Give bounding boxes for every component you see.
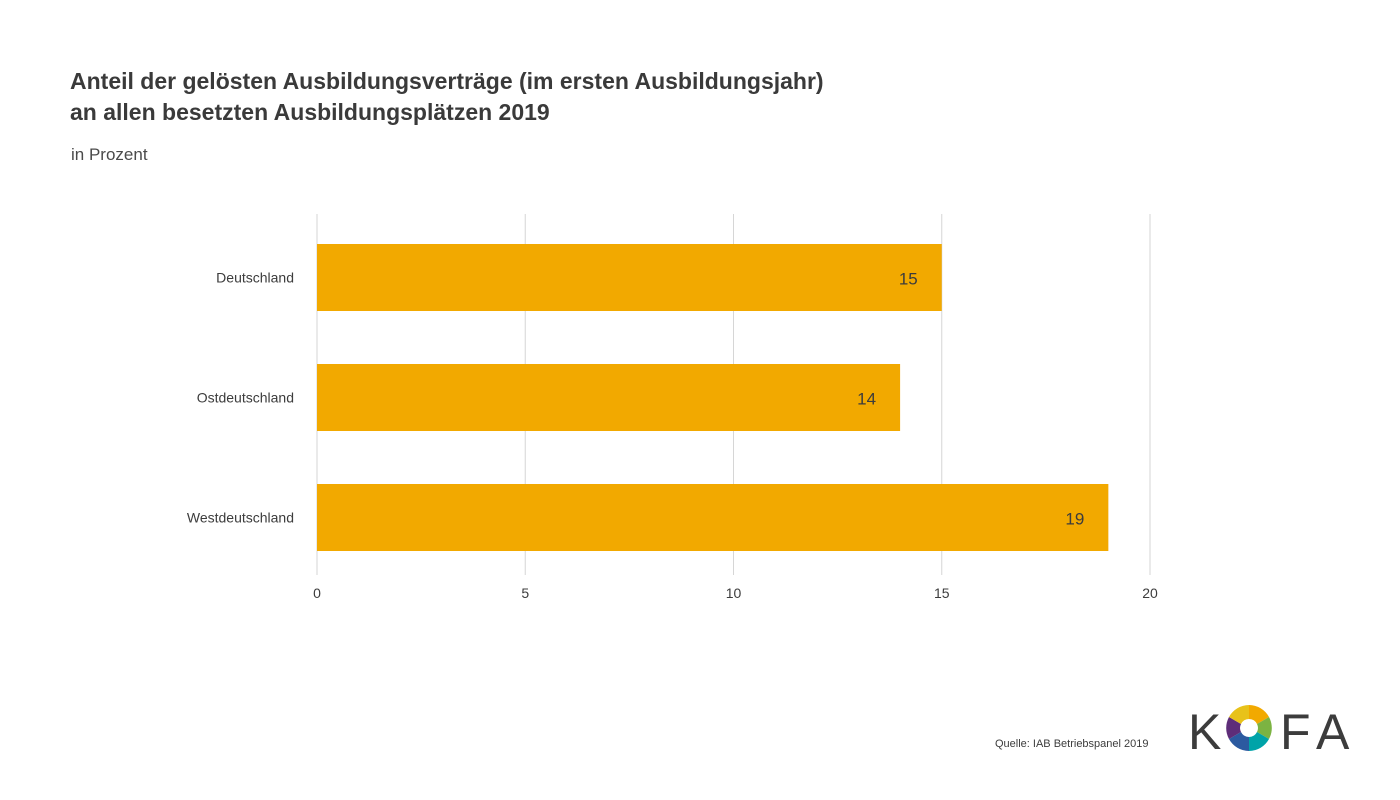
category-label: Deutschland: [216, 270, 294, 286]
chart-title-line-2: an allen besetzten Ausbildungsplätzen 20…: [70, 99, 550, 125]
chart-title-line-1: Anteil der gelösten Ausbildungsverträge …: [70, 68, 824, 94]
x-tick-label: 0: [313, 585, 321, 601]
x-tick-label: 5: [521, 585, 529, 601]
data-label: 15: [899, 270, 918, 289]
logo-letter-a: A: [1316, 704, 1350, 755]
x-tick-label: 15: [934, 585, 950, 601]
bar: [317, 364, 901, 431]
category-label: Ostdeutschland: [197, 390, 294, 406]
kofa-ring-icon: [1226, 705, 1272, 751]
bar: [317, 244, 942, 311]
chart-title: Anteil der gelösten Ausbildungsverträge …: [70, 66, 824, 128]
chart-subtitle: in Prozent: [71, 145, 148, 164]
kofa-logo: K F A: [1188, 704, 1350, 755]
logo-letter-f: F: [1280, 704, 1311, 755]
data-label: 19: [1065, 510, 1084, 529]
category-label: Westdeutschland: [187, 510, 294, 526]
x-tick-label: 10: [726, 585, 742, 601]
bar: [317, 484, 1109, 551]
logo-letter-k: K: [1188, 704, 1221, 755]
source-note: Quelle: IAB Betriebspanel 2019: [995, 738, 1149, 750]
data-label: 14: [857, 390, 876, 409]
x-tick-label: 20: [1142, 585, 1158, 601]
